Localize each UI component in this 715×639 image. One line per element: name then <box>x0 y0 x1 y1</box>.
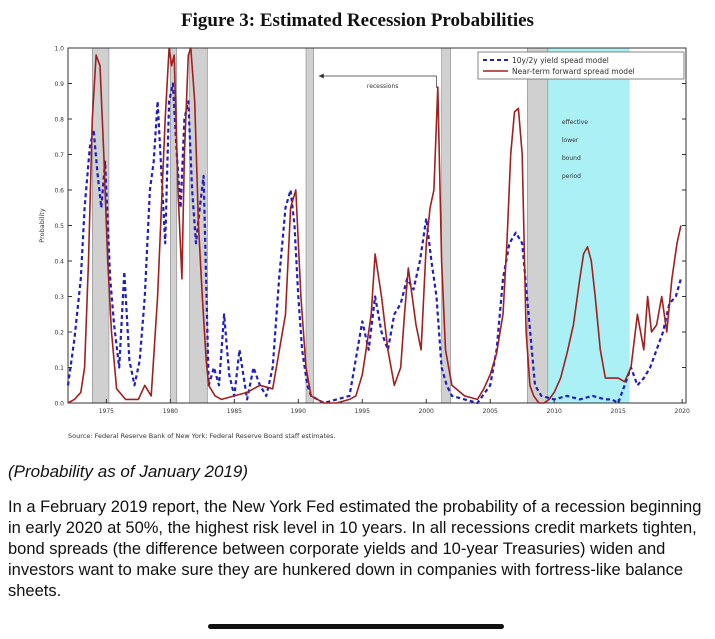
x-tick-label-6: 2005 <box>483 408 498 415</box>
chart-source-note: Source: Federal Reserve Bank of New York… <box>68 432 335 440</box>
y-tick-label-4: 0.4 <box>54 259 64 266</box>
recessions-arrow-head <box>318 73 324 79</box>
y-tick-label-5: 0.5 <box>54 223 64 230</box>
y-tick-label-0: 0.0 <box>54 401 64 408</box>
recession-probability-chart: 0.0 0.1 0.2 0.3 0.4 0.5 0.6 0.7 0.8 0.9 1.0 1975 198… <box>38 46 690 441</box>
home-indicator-bar[interactable] <box>208 624 504 629</box>
chart-title: Figure 3: Estimated Recession Probabilit… <box>181 10 534 31</box>
x-tick-label-8: 2015 <box>611 408 626 415</box>
x-tick-label-0: 1975 <box>99 408 114 415</box>
x-tick-label-7: 2010 <box>547 408 562 415</box>
recessions-annotation: recessions <box>367 83 399 90</box>
series-line-0 <box>66 82 682 405</box>
elb-annotation-3: period <box>562 173 581 180</box>
chart-figure: Figure 3: Estimated Recession Probabilit… <box>38 10 690 441</box>
elb-annotation-0: effective <box>562 119 588 126</box>
recession-band-5 <box>527 47 549 404</box>
elb-annotation-1: lower <box>562 137 579 144</box>
x-tick-label-2: 1985 <box>227 408 242 415</box>
article-paragraph: In a February 2019 report, the New York … <box>8 498 702 600</box>
recession-band-3 <box>305 47 314 404</box>
y-tick-label-10: 1.0 <box>54 46 64 53</box>
x-tick-label-3: 1990 <box>291 408 306 415</box>
legend-label-1: Near-term forward spread model <box>512 67 635 76</box>
x-tick-label-5: 2000 <box>419 408 434 415</box>
probability-caption: (Probability as of January 2019) <box>8 462 249 481</box>
series-line-1 <box>67 47 682 404</box>
y-tick-label-8: 0.8 <box>54 117 64 124</box>
y-tick-label-1: 0.1 <box>54 365 64 372</box>
legend-label-0: 10y/2y yield spead model <box>512 56 609 65</box>
y-tick-label-6: 0.6 <box>54 188 64 195</box>
x-tick-label-1: 1980 <box>163 408 178 415</box>
y-tick-label-3: 0.3 <box>54 294 64 301</box>
y-tick-label-7: 0.7 <box>54 152 64 159</box>
elb-annotation-2: bound <box>562 155 581 162</box>
x-tick-label-4: 1995 <box>355 408 370 415</box>
y-tick-label-9: 0.9 <box>54 81 64 88</box>
y-tick-label-2: 0.2 <box>54 330 64 337</box>
elb-period-shade <box>540 48 630 403</box>
x-tick-label-9: 2020 <box>675 408 690 415</box>
y-axis-label: Probability <box>38 208 46 243</box>
legend-box <box>477 51 685 80</box>
